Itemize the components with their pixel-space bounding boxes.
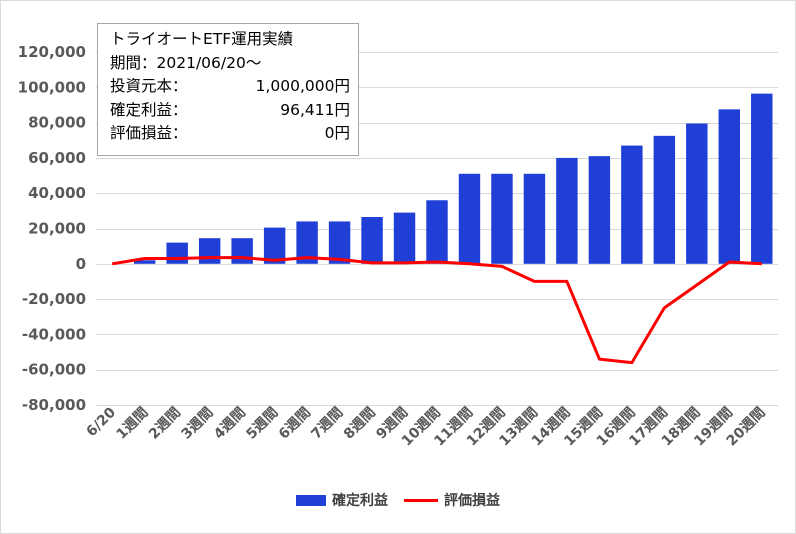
bar (166, 242, 188, 264)
principal-value: 1,000,000円 (255, 77, 350, 95)
line-series (111, 256, 762, 365)
summary-period: 期間：2021/06/20～ (110, 53, 262, 72)
x-tick-label: 6週間 (276, 405, 314, 443)
principal-label: 投資元本： (110, 77, 188, 95)
x-tick-label: 7週間 (308, 405, 346, 443)
y-tick-label: 80,000 (28, 114, 86, 132)
bar (393, 212, 416, 264)
bar (621, 145, 643, 264)
summary-unrealized-row: 評価損益： 0円 (110, 122, 350, 146)
unrealized-label: 評価損益： (110, 124, 188, 142)
bar-series (133, 93, 773, 264)
bar (751, 93, 773, 264)
bar (263, 227, 286, 264)
realized-label: 確定利益： (110, 100, 188, 119)
bar (296, 221, 318, 264)
bar (133, 260, 156, 264)
bar (523, 173, 546, 264)
summary-box: トライオートETF運用実績 期間：2021/06/20～ 投資元本： 1,000… (97, 23, 359, 156)
unrealized-line (111, 256, 762, 365)
y-tick-label: 60,000 (28, 149, 86, 167)
bar (653, 135, 676, 264)
y-tick-label: -80,000 (22, 396, 86, 414)
y-tick-label: -40,000 (22, 325, 86, 343)
x-tick-label: 2週間 (146, 405, 184, 443)
x-tick-label: 3週間 (178, 405, 216, 443)
y-tick-label: 40,000 (28, 184, 86, 202)
x-tick-label: 5週間 (243, 405, 281, 443)
unrealized-value: 0円 (324, 124, 350, 142)
bar (426, 200, 448, 264)
legend-label-unrealized: 評価損益 (444, 493, 500, 509)
legend-label-realized: 確定利益 (332, 493, 388, 509)
summary-principal-row: 投資元本： 1,000,000円 (110, 75, 350, 99)
bar (361, 217, 383, 264)
bar (556, 157, 578, 264)
legend: 確定利益 評価損益 (0, 490, 796, 510)
legend-swatch-bar (296, 494, 326, 506)
legend-swatch-line (404, 498, 438, 502)
bar (458, 173, 481, 264)
y-tick-label: 100,000 (18, 78, 86, 96)
y-axis-ticks: -80,000 -60,000 -40,000 -20,000 0 20,000 40,00… (18, 43, 86, 414)
bar (198, 238, 221, 264)
y-tick-label: 120,000 (18, 43, 86, 61)
bar (686, 123, 708, 264)
bar (718, 109, 741, 264)
y-tick-label: -60,000 (22, 361, 86, 379)
bar (231, 238, 253, 264)
summary-title: トライオートETF運用実績 (110, 30, 294, 48)
x-tick-label: 6/20 (83, 404, 119, 440)
y-tick-label: 20,000 (28, 220, 86, 238)
summary-realized-row: 確定利益： 96,411円 (110, 99, 350, 123)
bar (491, 173, 513, 264)
x-axis-ticks: 6/201週間2週間3週間4週間5週間6週間7週間8週間9週間10週間11週間1… (83, 404, 768, 449)
x-tick-label: 4週間 (211, 405, 249, 443)
x-tick-label: 8週間 (341, 405, 379, 443)
x-tick-label: 1週間 (114, 405, 152, 443)
bar (588, 156, 611, 264)
bar (328, 221, 351, 264)
legend-item-realized: 確定利益 (296, 490, 388, 510)
legend-item-unrealized: 評価損益 (404, 490, 500, 510)
realized-value: 96,411円 (280, 100, 350, 119)
y-tick-label: -20,000 (22, 290, 86, 308)
y-tick-label: 0 (76, 255, 86, 273)
